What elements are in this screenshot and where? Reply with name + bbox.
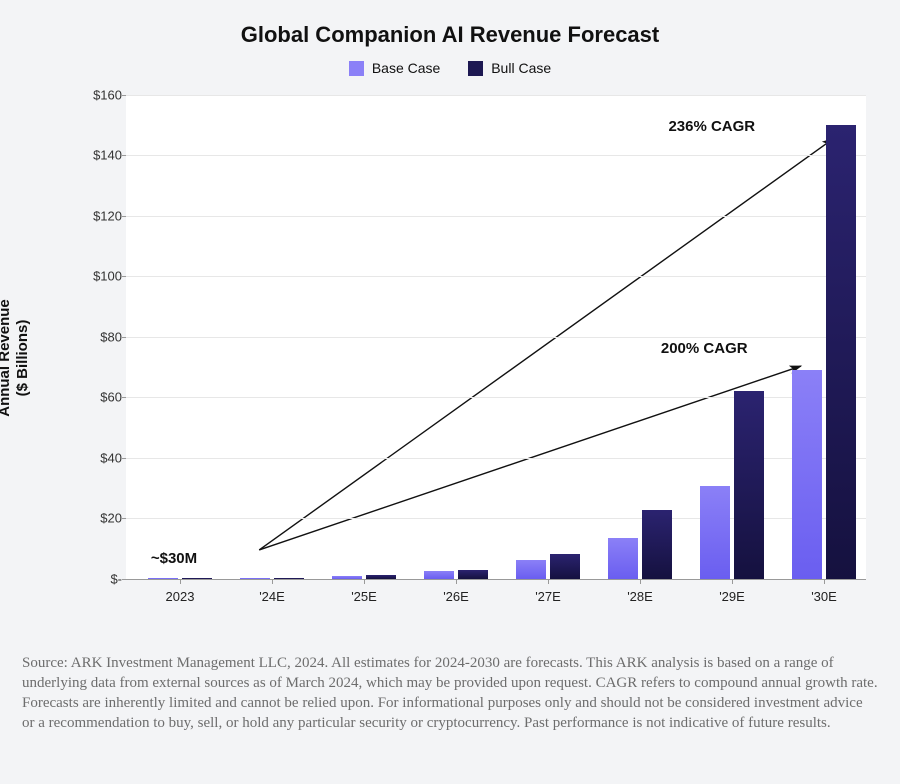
- x-tick-mark: [640, 579, 641, 584]
- y-tick-label: $60: [82, 390, 122, 405]
- x-tick-mark: [364, 579, 365, 584]
- x-tick-label: '27E: [535, 589, 561, 604]
- bar-base: [792, 370, 822, 579]
- x-tick-label: '30E: [811, 589, 837, 604]
- y-tick-label: $160: [82, 87, 122, 102]
- legend-label-bull: Bull Case: [491, 60, 551, 76]
- x-axis: 2023 '24E '25E '26E '27E '28E '29E '30E: [126, 579, 866, 619]
- bar-base: [608, 538, 638, 579]
- bar-base: [700, 486, 730, 578]
- x-tick-mark: [456, 579, 457, 584]
- y-tick-label: $80: [82, 329, 122, 344]
- y-tick-mark: [122, 276, 126, 277]
- annotation-starting-value: ~$30M: [151, 550, 197, 567]
- bar-bull: [458, 570, 488, 578]
- y-tick-mark: [122, 458, 126, 459]
- x-tick-label: '26E: [443, 589, 469, 604]
- chart-title: Global Companion AI Revenue Forecast: [22, 22, 878, 48]
- bar-bull: [642, 510, 672, 578]
- bar-bull: [550, 554, 580, 578]
- y-tick-label: $20: [82, 511, 122, 526]
- legend-swatch-base: [349, 61, 364, 76]
- legend-label-base: Base Case: [372, 60, 440, 76]
- y-tick-mark: [122, 337, 126, 338]
- grid-line: [126, 155, 866, 156]
- x-tick-mark: [732, 579, 733, 584]
- annotation-cagr-bull: 236% CAGR: [668, 118, 755, 135]
- x-tick-label: '25E: [351, 589, 377, 604]
- bar-bull: [826, 125, 856, 579]
- legend-swatch-bull: [468, 61, 483, 76]
- chart-card: Global Companion AI Revenue Forecast Bas…: [0, 0, 900, 784]
- y-tick-mark: [122, 155, 126, 156]
- y-tick-mark: [122, 518, 126, 519]
- legend: Base Case Bull Case: [22, 60, 878, 79]
- legend-item-bull: Bull Case: [468, 60, 551, 76]
- bar-base: [516, 560, 546, 578]
- legend-item-base: Base Case: [349, 60, 440, 76]
- x-tick-mark: [548, 579, 549, 584]
- y-tick-mark: [122, 579, 126, 580]
- x-tick-mark: [824, 579, 825, 584]
- bar-base: [424, 571, 454, 578]
- y-tick-mark: [122, 95, 126, 96]
- y-tick-label: $40: [82, 450, 122, 465]
- annotation-cagr-base: 200% CAGR: [661, 340, 748, 357]
- plot-area: ~$30M 200% CAGR 236% CAGR: [126, 95, 866, 580]
- x-tick-label: '29E: [719, 589, 745, 604]
- x-tick-label: 2023: [166, 589, 195, 604]
- y-axis-label: Annual Revenue($ Billions): [0, 299, 32, 417]
- chart-area: Annual Revenue($ Billions) ~$30M200% CAG…: [22, 89, 878, 627]
- y-tick-label: $-: [82, 571, 122, 586]
- x-tick-mark: [272, 579, 273, 584]
- y-tick-label: $100: [82, 269, 122, 284]
- y-tick-label: $120: [82, 208, 122, 223]
- disclaimer-text: Source: ARK Investment Management LLC, 2…: [22, 653, 878, 734]
- x-tick-label: '28E: [627, 589, 653, 604]
- x-tick-mark: [180, 579, 181, 584]
- x-tick-label: '24E: [259, 589, 285, 604]
- y-tick-label: $140: [82, 148, 122, 163]
- grid-line: [126, 337, 866, 338]
- bar-bull: [734, 391, 764, 579]
- grid-line: [126, 95, 866, 96]
- y-tick-mark: [122, 216, 126, 217]
- y-tick-mark: [122, 397, 126, 398]
- grid-line: [126, 276, 866, 277]
- grid-line: [126, 216, 866, 217]
